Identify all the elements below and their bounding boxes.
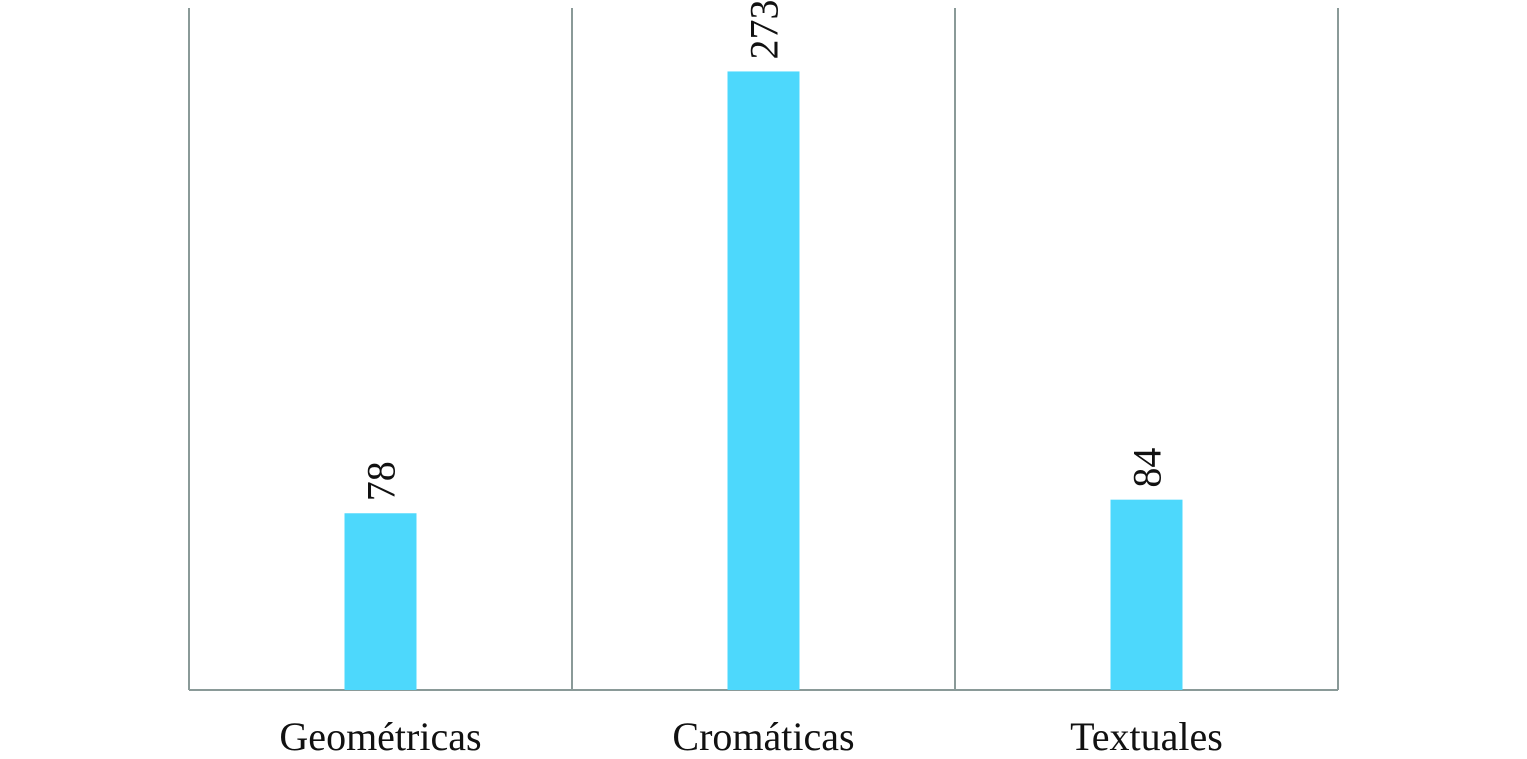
bar	[727, 71, 800, 690]
bar-value-label: 273	[742, 0, 787, 59]
x-tick-label: Geométricas	[279, 714, 481, 759]
bar-value-label: 84	[1125, 448, 1170, 488]
bar	[344, 513, 417, 690]
x-tick-label: Textuales	[1070, 714, 1223, 759]
x-tick-label: Cromáticas	[672, 714, 854, 759]
chart-category-labels: Geométricas Cromáticas Textuales	[279, 714, 1222, 759]
chart-bars	[344, 71, 1183, 690]
bar-value-label: 78	[359, 461, 404, 501]
chart-value-labels: 78 273 84	[359, 0, 1170, 501]
bar	[1110, 499, 1183, 690]
